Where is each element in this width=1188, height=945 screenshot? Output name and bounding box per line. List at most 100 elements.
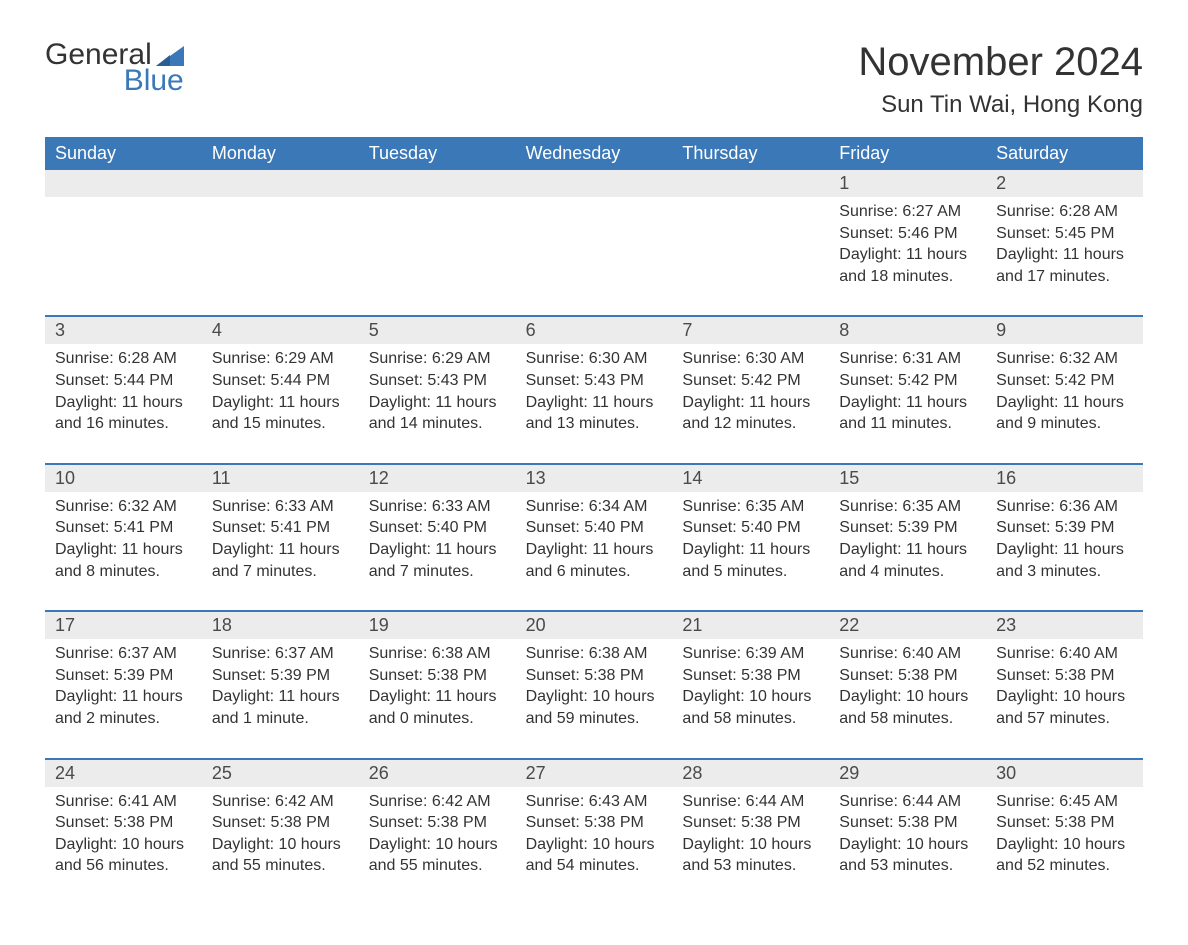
day-number-band: 10111213141516: [45, 465, 1143, 492]
sunset-line: Sunset: 5:38 PM: [996, 665, 1133, 687]
day-number: 15: [829, 465, 986, 492]
sunset-line: Sunset: 5:39 PM: [212, 665, 349, 687]
day-cell: Sunrise: 6:44 AMSunset: 5:38 PMDaylight:…: [829, 787, 986, 905]
sunrise-line: Sunrise: 6:44 AM: [839, 791, 976, 813]
week-row: 10111213141516Sunrise: 6:32 AMSunset: 5:…: [45, 463, 1143, 610]
day-number: [45, 170, 202, 197]
daylight-line: Daylight: 11 hours and 0 minutes.: [369, 686, 506, 729]
sunset-line: Sunset: 5:40 PM: [526, 517, 663, 539]
sunset-line: Sunset: 5:38 PM: [526, 812, 663, 834]
sunset-line: Sunset: 5:41 PM: [55, 517, 192, 539]
day-number-band: 3456789: [45, 317, 1143, 344]
weekday-header: Saturday: [986, 137, 1143, 170]
daylight-line: Daylight: 10 hours and 55 minutes.: [369, 834, 506, 877]
sunset-line: Sunset: 5:39 PM: [55, 665, 192, 687]
sunset-line: Sunset: 5:38 PM: [682, 665, 819, 687]
day-cell: Sunrise: 6:28 AMSunset: 5:45 PMDaylight:…: [986, 197, 1143, 315]
daylight-line: Daylight: 11 hours and 17 minutes.: [996, 244, 1133, 287]
day-number: 18: [202, 612, 359, 639]
daylight-line: Daylight: 10 hours and 58 minutes.: [682, 686, 819, 729]
weekday-header: Thursday: [672, 137, 829, 170]
sunset-line: Sunset: 5:43 PM: [526, 370, 663, 392]
daylight-line: Daylight: 11 hours and 8 minutes.: [55, 539, 192, 582]
sunrise-line: Sunrise: 6:31 AM: [839, 348, 976, 370]
day-number: 28: [672, 760, 829, 787]
day-number: 12: [359, 465, 516, 492]
daylight-line: Daylight: 11 hours and 6 minutes.: [526, 539, 663, 582]
sunset-line: Sunset: 5:38 PM: [839, 812, 976, 834]
day-number: 1: [829, 170, 986, 197]
day-number-band: 12: [45, 170, 1143, 197]
day-number: 17: [45, 612, 202, 639]
day-cell: Sunrise: 6:39 AMSunset: 5:38 PMDaylight:…: [672, 639, 829, 757]
day-cell: Sunrise: 6:27 AMSunset: 5:46 PMDaylight:…: [829, 197, 986, 315]
day-number: 5: [359, 317, 516, 344]
day-cell: Sunrise: 6:32 AMSunset: 5:41 PMDaylight:…: [45, 492, 202, 610]
weekday-header: Tuesday: [359, 137, 516, 170]
day-number: [359, 170, 516, 197]
sunrise-line: Sunrise: 6:43 AM: [526, 791, 663, 813]
day-cell: Sunrise: 6:42 AMSunset: 5:38 PMDaylight:…: [202, 787, 359, 905]
day-number: 30: [986, 760, 1143, 787]
sunset-line: Sunset: 5:39 PM: [839, 517, 976, 539]
day-number: 3: [45, 317, 202, 344]
day-cell: Sunrise: 6:41 AMSunset: 5:38 PMDaylight:…: [45, 787, 202, 905]
sunrise-line: Sunrise: 6:38 AM: [369, 643, 506, 665]
day-number: 14: [672, 465, 829, 492]
daylight-line: Daylight: 10 hours and 53 minutes.: [839, 834, 976, 877]
day-cell: [202, 197, 359, 315]
brand-logo: General Blue: [45, 40, 184, 96]
day-cell: Sunrise: 6:40 AMSunset: 5:38 PMDaylight:…: [986, 639, 1143, 757]
daylight-line: Daylight: 10 hours and 56 minutes.: [55, 834, 192, 877]
day-cell: [359, 197, 516, 315]
day-cell: Sunrise: 6:37 AMSunset: 5:39 PMDaylight:…: [202, 639, 359, 757]
sunrise-line: Sunrise: 6:35 AM: [682, 496, 819, 518]
day-cell: Sunrise: 6:38 AMSunset: 5:38 PMDaylight:…: [516, 639, 673, 757]
daylight-line: Daylight: 11 hours and 1 minute.: [212, 686, 349, 729]
sunrise-line: Sunrise: 6:36 AM: [996, 496, 1133, 518]
flag-icon: [156, 46, 184, 66]
sunset-line: Sunset: 5:40 PM: [682, 517, 819, 539]
day-cell: Sunrise: 6:30 AMSunset: 5:42 PMDaylight:…: [672, 344, 829, 462]
daylight-line: Daylight: 11 hours and 3 minutes.: [996, 539, 1133, 582]
week-row: 12Sunrise: 6:27 AMSunset: 5:46 PMDayligh…: [45, 170, 1143, 315]
day-cell: Sunrise: 6:29 AMSunset: 5:44 PMDaylight:…: [202, 344, 359, 462]
day-cell: Sunrise: 6:34 AMSunset: 5:40 PMDaylight:…: [516, 492, 673, 610]
day-number: 16: [986, 465, 1143, 492]
day-cell: Sunrise: 6:38 AMSunset: 5:38 PMDaylight:…: [359, 639, 516, 757]
day-cell: Sunrise: 6:35 AMSunset: 5:40 PMDaylight:…: [672, 492, 829, 610]
daylight-line: Daylight: 10 hours and 59 minutes.: [526, 686, 663, 729]
daylight-line: Daylight: 11 hours and 9 minutes.: [996, 392, 1133, 435]
day-cell: [672, 197, 829, 315]
day-number: 27: [516, 760, 673, 787]
day-number: 9: [986, 317, 1143, 344]
day-cell: Sunrise: 6:31 AMSunset: 5:42 PMDaylight:…: [829, 344, 986, 462]
sunset-line: Sunset: 5:40 PM: [369, 517, 506, 539]
day-cell: Sunrise: 6:36 AMSunset: 5:39 PMDaylight:…: [986, 492, 1143, 610]
day-cell: Sunrise: 6:44 AMSunset: 5:38 PMDaylight:…: [672, 787, 829, 905]
daylight-line: Daylight: 10 hours and 55 minutes.: [212, 834, 349, 877]
sunrise-line: Sunrise: 6:32 AM: [55, 496, 192, 518]
daylight-line: Daylight: 11 hours and 12 minutes.: [682, 392, 819, 435]
sunrise-line: Sunrise: 6:27 AM: [839, 201, 976, 223]
day-cell: Sunrise: 6:33 AMSunset: 5:40 PMDaylight:…: [359, 492, 516, 610]
day-cell: Sunrise: 6:33 AMSunset: 5:41 PMDaylight:…: [202, 492, 359, 610]
sunrise-line: Sunrise: 6:37 AM: [212, 643, 349, 665]
weekday-header: Wednesday: [516, 137, 673, 170]
day-number: 23: [986, 612, 1143, 639]
sunrise-line: Sunrise: 6:38 AM: [526, 643, 663, 665]
page-header: General Blue November 2024 Sun Tin Wai, …: [45, 40, 1143, 119]
sunrise-line: Sunrise: 6:32 AM: [996, 348, 1133, 370]
sunset-line: Sunset: 5:44 PM: [55, 370, 192, 392]
day-number: 21: [672, 612, 829, 639]
day-number: 24: [45, 760, 202, 787]
logo-word-blue: Blue: [45, 66, 184, 96]
sunrise-line: Sunrise: 6:29 AM: [369, 348, 506, 370]
daylight-line: Daylight: 11 hours and 11 minutes.: [839, 392, 976, 435]
daylight-line: Daylight: 11 hours and 5 minutes.: [682, 539, 819, 582]
sunrise-line: Sunrise: 6:30 AM: [682, 348, 819, 370]
sunrise-line: Sunrise: 6:33 AM: [369, 496, 506, 518]
day-cell: Sunrise: 6:35 AMSunset: 5:39 PMDaylight:…: [829, 492, 986, 610]
sunset-line: Sunset: 5:38 PM: [212, 812, 349, 834]
day-number: 10: [45, 465, 202, 492]
